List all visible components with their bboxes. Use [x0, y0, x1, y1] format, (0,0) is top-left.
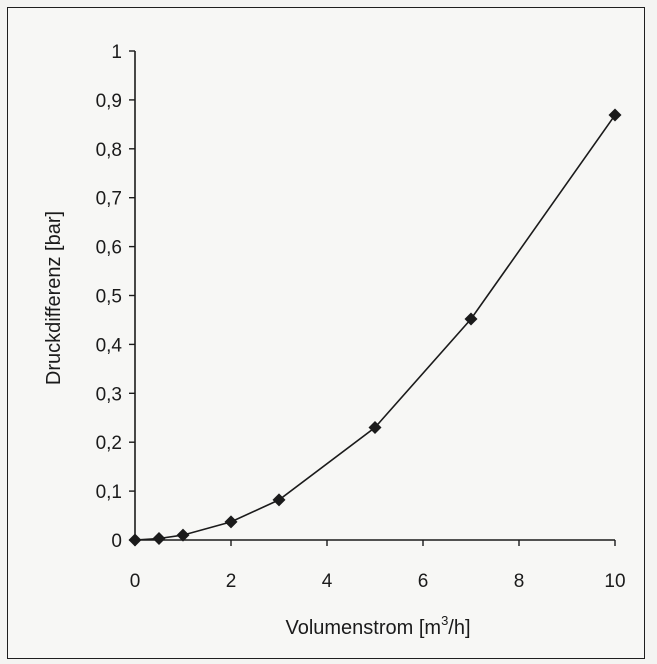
- data-point-marker: [224, 515, 238, 529]
- x-tick-label: 0: [130, 571, 141, 592]
- y-tick-label: 0,4: [96, 335, 123, 356]
- y-tick-label: 0,9: [96, 91, 122, 112]
- x-tick-label: 4: [322, 571, 333, 592]
- data-point-marker: [152, 532, 166, 546]
- x-tick-label: 2: [226, 571, 237, 592]
- y-tick-label: 1: [111, 42, 122, 63]
- x-tick-label: 8: [514, 571, 525, 592]
- y-axis-title: Druckdifferenz [bar]: [43, 211, 65, 385]
- y-tick-label: 0,8: [96, 140, 122, 161]
- x-axis-title: Volumenstrom [m3/h]: [285, 613, 470, 639]
- x-tick-label: 10: [604, 571, 625, 592]
- ticks: [129, 50, 616, 546]
- data-point-marker: [608, 108, 622, 122]
- y-tick-label: 0: [111, 531, 122, 552]
- x-tick-label: 6: [418, 571, 429, 592]
- y-tick-label: 0,2: [96, 433, 122, 454]
- x-axis-title-main: Volumenstrom [m: [285, 617, 441, 639]
- y-tick-label: 0,3: [96, 384, 122, 405]
- tick-labels: 00,10,20,30,40,50,60,70,80,910 2 4 6 8 10: [96, 42, 626, 592]
- data-point-marker: [368, 421, 382, 435]
- x-axis-title-suffix: /h]: [448, 617, 470, 639]
- y-tick-label: 0,1: [96, 482, 122, 503]
- chart-frame: 0 0,1 0,2 0,3 0,4 0,5 0,6 0,7 0,8 0,9 1 0 2 4 6 8 10 Dru…: [7, 7, 645, 659]
- data-point-marker: [176, 528, 190, 542]
- data-point-marker: [272, 493, 286, 507]
- x-axis-title-sup: 3: [441, 613, 448, 628]
- line-chart: 00,10,20,30,40,50,60,70,80,910 2 4 6 8 10 Dru…: [43, 42, 626, 639]
- data-point-marker: [128, 533, 142, 547]
- axes: [134, 51, 615, 541]
- series-line: [134, 114, 616, 541]
- y-tick-label: 0,5: [96, 287, 122, 308]
- data-point-marker: [464, 312, 478, 326]
- y-tick-label: 0,6: [96, 238, 122, 259]
- series: [128, 108, 622, 547]
- y-tick-label: 0,7: [96, 189, 122, 210]
